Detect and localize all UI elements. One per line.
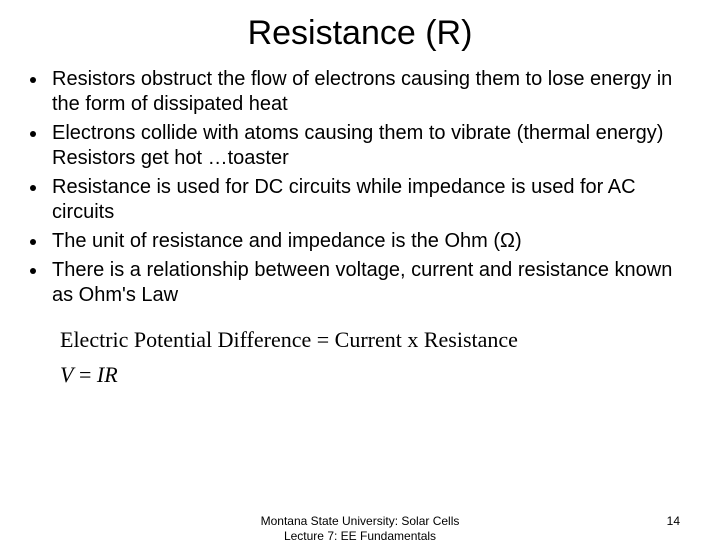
footer-center-text: Montana State University: Solar Cells Le… — [0, 514, 720, 540]
footer-page-number: 14 — [667, 514, 680, 528]
bullet-list: Resistors obstruct the flow of electrons… — [30, 67, 690, 308]
equation-formula: V = IR — [60, 357, 690, 392]
bullet-item: Resistance is used for DC circuits while… — [48, 175, 690, 225]
bullet-item: Electrons collide with atoms causing the… — [48, 121, 690, 171]
bullet-item: The unit of resistance and impedance is … — [48, 229, 690, 254]
slide-title: Resistance (R) — [30, 14, 690, 53]
equation-text: Electric Potential Difference = Current … — [60, 322, 690, 357]
equation-block: Electric Potential Difference = Current … — [60, 322, 690, 392]
bullet-item: There is a relationship between voltage,… — [48, 258, 690, 308]
equation-equals: = — [73, 362, 96, 387]
equation-lhs: V — [60, 362, 73, 387]
footer-line-1: Montana State University: Solar Cells — [261, 514, 460, 528]
equation-rhs: IR — [97, 362, 118, 387]
bullet-item: Resistors obstruct the flow of electrons… — [48, 67, 690, 117]
slide-container: Resistance (R) Resistors obstruct the fl… — [0, 0, 720, 540]
footer-line-2: Lecture 7: EE Fundamentals — [284, 529, 436, 540]
